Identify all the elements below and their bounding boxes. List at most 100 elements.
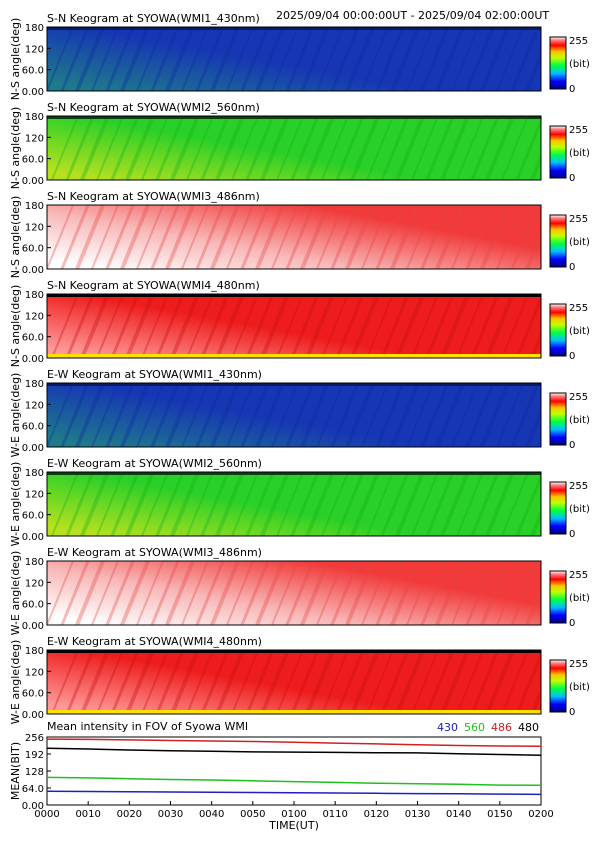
keogram-6-ytick-label: 120	[25, 489, 44, 500]
arc-streak	[136, 27, 164, 91]
arc-streak	[136, 205, 164, 269]
keogram-5-title: E-W Keogram at SYOWA(WMI1_430nm)	[47, 368, 262, 381]
keogram-2-ytick-label: 120	[25, 133, 44, 144]
arc-streak	[406, 205, 434, 269]
arc-streak	[366, 116, 394, 180]
keogram-6-title: E-W Keogram at SYOWA(WMI2_560nm)	[47, 457, 262, 470]
arc-streak	[255, 205, 285, 269]
arc-streak	[110, 294, 140, 358]
arc-streak	[485, 472, 515, 536]
arc-streak	[530, 330, 541, 358]
time-tick-label: 0200	[528, 809, 553, 820]
arc-streak	[350, 116, 380, 180]
arc-streak	[525, 51, 541, 91]
arc-streak	[96, 650, 124, 714]
arc-streak	[110, 116, 140, 180]
arc-streak	[515, 116, 541, 180]
time-range-label: 2025/09/04 00:00:00UT - 2025/09/04 02:00…	[276, 9, 549, 22]
arc-streak	[350, 294, 380, 358]
arc-streak	[321, 650, 349, 714]
arc-streak	[271, 27, 299, 91]
arc-streak	[285, 27, 315, 91]
arc-streak	[496, 27, 524, 91]
arc-streak	[165, 561, 195, 625]
arc-streak	[470, 116, 500, 180]
arc-streak	[350, 472, 380, 536]
time-tick-label: 0020	[117, 809, 142, 820]
arc-streak	[155, 294, 185, 358]
keogram-1-ytick-label: 60.0	[22, 66, 44, 77]
keogram-6-top-band	[47, 472, 541, 475]
keogram-2-frame	[46, 115, 542, 181]
arc-streak	[395, 116, 425, 180]
arc-streak	[451, 561, 479, 625]
keogram-2-ytick-label: 60.0	[22, 155, 44, 166]
legend-560: 560	[464, 721, 485, 734]
arc-streak	[335, 650, 365, 714]
keogram-6-colorbar-unit: (bit)	[569, 504, 590, 515]
keogram-7-title: E-W Keogram at SYOWA(WMI3_486nm)	[47, 546, 262, 559]
arc-streak	[456, 294, 484, 358]
keogram-8-title: E-W Keogram at SYOWA(WMI4_480nm)	[47, 635, 262, 648]
arc-streak	[330, 383, 360, 447]
arc-streak	[245, 472, 275, 536]
keogram-5-heatmap	[47, 383, 541, 447]
keogram-2-colorbar	[549, 125, 567, 179]
time-tick-label: 0140	[446, 809, 471, 820]
arc-streak	[456, 472, 484, 536]
arc-streak	[361, 561, 389, 625]
arc-streak	[361, 383, 389, 447]
arc-streak	[255, 27, 285, 91]
keogram-1-colorbar-min: 0	[569, 84, 575, 95]
keogram-2-top-band	[47, 116, 541, 119]
arc-streak	[501, 294, 529, 358]
keogram-4-colorbar-unit: (bit)	[569, 326, 590, 337]
keogram-4-bottom-band	[47, 354, 541, 358]
arc-streak	[501, 116, 529, 180]
keogram-1-ytick-label: 120	[25, 44, 44, 55]
keogram-3-colorbar	[549, 214, 567, 268]
arc-streak	[75, 383, 105, 447]
keogram-3-ylabel: N-S angle(deg)	[9, 196, 22, 279]
arc-streak	[141, 294, 169, 358]
arc-streak	[375, 27, 405, 91]
keogram-7-heatmap	[47, 561, 541, 625]
arc-streak	[165, 27, 195, 91]
arc-streak	[276, 472, 304, 536]
arc-streak	[155, 650, 185, 714]
mean-panel-ylabel: MEAN(BIT)	[9, 742, 22, 800]
keogram-2-colorbar-min: 0	[569, 173, 575, 184]
arc-streak	[440, 116, 470, 180]
keogram-2-title: S-N Keogram at SYOWA(WMI2_560nm)	[47, 101, 260, 114]
arc-streak	[485, 116, 515, 180]
time-tick-label: 0150	[487, 809, 512, 820]
arc-streak	[255, 561, 285, 625]
arc-streak	[47, 27, 74, 91]
arc-streak	[321, 116, 349, 180]
arc-streak	[75, 205, 105, 269]
arc-streak	[465, 383, 495, 447]
keogram-4-ytick-label: 180	[25, 290, 44, 301]
arc-streak	[271, 383, 299, 447]
arc-streak	[165, 205, 195, 269]
arc-streak	[316, 205, 344, 269]
arc-streak	[456, 116, 484, 180]
arc-streak	[51, 650, 79, 714]
arc-streak	[125, 472, 155, 536]
keogram-8-colorbar-min: 0	[569, 707, 575, 718]
arc-streak	[425, 650, 455, 714]
arc-streak	[125, 650, 155, 714]
keogram-7-ytick-label: 120	[25, 578, 44, 589]
keogram-7-colorbar	[549, 570, 567, 624]
arc-streak	[125, 116, 155, 180]
keogram-6-colorbar-min: 0	[569, 529, 575, 540]
arc-streak	[150, 205, 180, 269]
arc-streak	[60, 27, 90, 91]
arc-streak	[465, 561, 495, 625]
arc-streak	[231, 650, 259, 714]
keogram-4-ytick-label: 0.00	[22, 354, 44, 365]
arc-streak	[186, 472, 214, 536]
mean-ytick-label: 64.0	[22, 784, 44, 795]
arc-streak	[305, 472, 335, 536]
